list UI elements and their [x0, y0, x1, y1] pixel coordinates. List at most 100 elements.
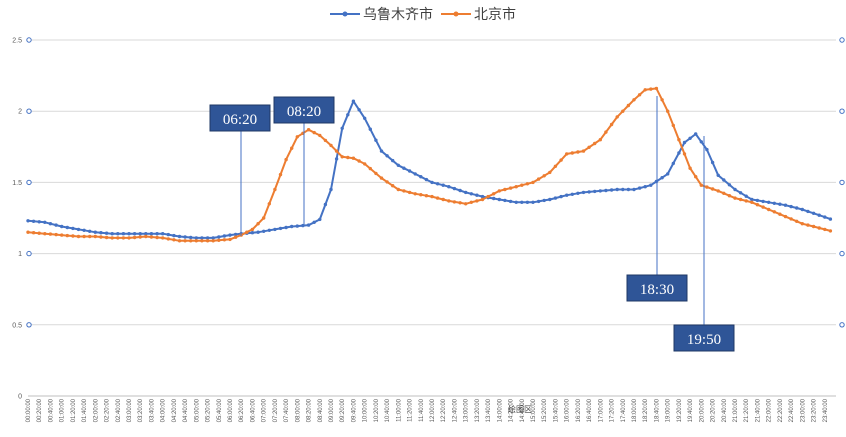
- annotations-layer: 06:20 08:20 18:30 19:50: [209, 96, 735, 352]
- data-point: [783, 214, 788, 219]
- data-point: [65, 225, 70, 230]
- x-tick-label: 17:20:00: [610, 398, 616, 422]
- data-point: [581, 190, 586, 195]
- data-point: [385, 180, 389, 184]
- x-tick-label: 16:20:00: [576, 398, 582, 422]
- data-point: [750, 197, 754, 202]
- data-point: [363, 162, 367, 166]
- data-point: [486, 194, 490, 199]
- data-point: [228, 233, 232, 237]
- data-point: [273, 227, 277, 232]
- x-tick-label: 14:40:00: [520, 398, 526, 422]
- resize-handle-right[interactable]: [839, 37, 845, 43]
- y-tick-label: 2: [18, 109, 22, 116]
- resize-handle-right[interactable]: [839, 322, 845, 328]
- resize-handle-right[interactable]: [839, 179, 845, 186]
- data-point: [738, 197, 743, 202]
- data-point: [536, 199, 541, 204]
- data-point: [811, 211, 816, 215]
- data-point: [391, 184, 395, 188]
- callout-box: [626, 274, 688, 302]
- data-point: [677, 151, 681, 155]
- resize-handle-left[interactable]: [26, 179, 32, 186]
- resize-handle-left[interactable]: [26, 37, 32, 43]
- data-point: [806, 223, 810, 227]
- data-point: [93, 234, 98, 239]
- x-tick-label: 06:40:00: [250, 398, 256, 422]
- data-point: [31, 219, 36, 223]
- data-point: [480, 197, 485, 202]
- x-tick-label: 19:20:00: [677, 398, 683, 422]
- data-point: [817, 226, 821, 230]
- data-point: [615, 115, 619, 119]
- data-point: [503, 187, 507, 192]
- data-point: [520, 200, 524, 204]
- data-point: [71, 234, 75, 238]
- resize-handle-left[interactable]: [26, 250, 32, 257]
- x-tick-label: 08:00:00: [295, 398, 301, 422]
- data-point: [609, 122, 614, 127]
- data-point: [357, 108, 361, 112]
- data-point: [250, 227, 255, 232]
- data-point: [559, 158, 563, 162]
- data-point: [828, 217, 833, 221]
- resize-handle-left[interactable]: [26, 322, 32, 328]
- x-tick-label: 20:00:00: [699, 398, 705, 422]
- callout-0620: 06:20: [209, 104, 271, 236]
- data-point: [82, 228, 86, 232]
- data-point: [750, 200, 754, 204]
- data-point: [626, 187, 631, 192]
- plot-area-resize-handles[interactable]: [26, 37, 845, 328]
- x-tick-label: 23:00:00: [800, 398, 806, 422]
- x-tick-label: 12:20:00: [441, 398, 447, 422]
- data-point: [772, 201, 776, 205]
- resize-handle-right[interactable]: [839, 108, 845, 114]
- y-tick-label: 0.5: [12, 322, 22, 329]
- data-point: [688, 136, 692, 140]
- data-point: [222, 238, 227, 242]
- data-point: [441, 183, 445, 187]
- data-point: [116, 232, 120, 236]
- data-point: [817, 213, 821, 217]
- data-point: [149, 232, 154, 236]
- data-point: [424, 194, 429, 198]
- data-point: [211, 239, 215, 243]
- x-tick-label: 00:00:00: [26, 398, 32, 422]
- data-point: [110, 236, 114, 240]
- data-point: [144, 232, 148, 236]
- data-point: [65, 233, 70, 238]
- data-point: [795, 219, 799, 223]
- data-point: [104, 235, 109, 240]
- data-point: [93, 230, 98, 234]
- data-point: [514, 200, 518, 204]
- data-point: [738, 191, 743, 195]
- data-point: [654, 179, 659, 184]
- resize-handle-left[interactable]: [26, 108, 32, 114]
- x-tick-label: 18:00:00: [632, 398, 638, 422]
- series-beijing: [26, 86, 833, 243]
- data-point: [727, 183, 732, 187]
- data-point: [811, 224, 816, 229]
- x-tick-label: 02:00:00: [93, 398, 99, 422]
- data-point: [626, 103, 631, 108]
- data-point: [48, 222, 53, 226]
- data-point: [88, 229, 92, 233]
- x-tick-label: 03:00:00: [127, 398, 133, 422]
- y-tick-label: 1: [18, 251, 22, 258]
- resize-handle-right[interactable]: [839, 250, 845, 257]
- data-point: [138, 235, 142, 239]
- data-point: [99, 235, 103, 239]
- x-tick-label: 15:20:00: [542, 398, 548, 422]
- series-line: [27, 100, 831, 239]
- data-point: [576, 191, 580, 195]
- x-tick-label: 06:00:00: [228, 398, 234, 422]
- x-tick-label: 15:00:00: [531, 398, 537, 422]
- data-point: [531, 180, 535, 185]
- data-point: [346, 155, 350, 160]
- x-tick-label: 21:00:00: [733, 398, 739, 422]
- y-tick-label: 0: [18, 394, 22, 401]
- data-point: [621, 187, 625, 192]
- data-point: [716, 189, 720, 193]
- legend-marker-urumqi: [342, 11, 348, 17]
- x-tick-label: 17:40:00: [621, 398, 627, 422]
